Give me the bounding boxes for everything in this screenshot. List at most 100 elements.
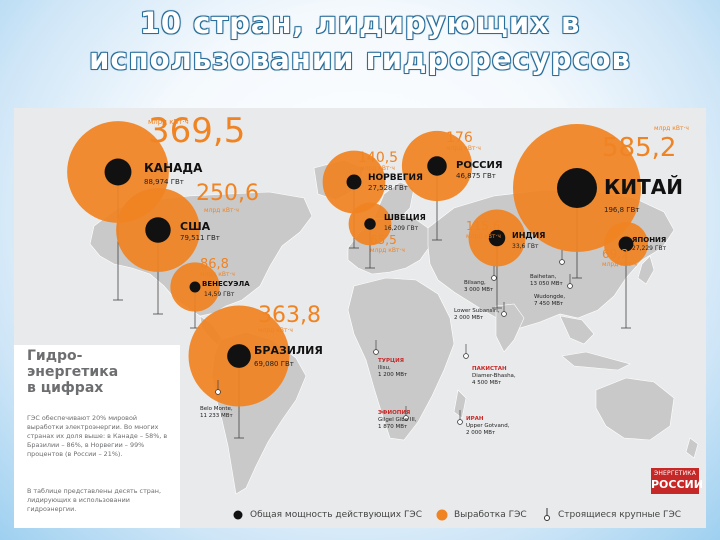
legend-production-label: Выработка ГЭС [454, 510, 527, 520]
project-name-2: Wudongde, [534, 294, 565, 300]
country-name-4: БРАЗИЛИЯ [254, 344, 323, 357]
production-value-1: 369,5 [148, 111, 245, 151]
world-map-infographic: Baihetan,13 050 МВт Wudongde,7 450 МВт Bil… [67, 111, 699, 495]
map-indonesia [561, 351, 631, 371]
country-circles [67, 121, 649, 407]
production-unit-7: млрд кВт·ч [446, 145, 481, 152]
info-heading: Гидро- энергетика в цифрах [27, 348, 119, 396]
production-value-7: 176 [446, 130, 473, 146]
info-paragraph-1: ГЭС обеспечивают 20% мировой выработки э… [27, 414, 168, 458]
project-region-7: ИРАН [466, 416, 484, 422]
legend-production-dot-icon [436, 509, 448, 521]
capacity-dot-1 [104, 158, 132, 186]
capacity-dot-4 [227, 344, 251, 368]
capacity-dot-7 [427, 156, 447, 176]
production-value-4: 363,8 [258, 303, 321, 328]
production-value-3: 86,8 [200, 257, 229, 272]
project-markers: Baihetan,13 050 МВт Wudongde,7 450 МВт Bil… [200, 250, 573, 436]
project-name-5: Ilisu, [378, 365, 391, 371]
country-name-5: НОРВЕГИЯ [368, 173, 423, 183]
capacity-dot-3 [189, 281, 201, 293]
production-unit-5: млрд кВт·ч [360, 165, 395, 172]
capacity-dot-5 [346, 174, 362, 190]
project-capacity-5: 1 200 МВт [378, 372, 408, 378]
map-southeast-asia [559, 315, 595, 345]
project-marker-5 [373, 349, 379, 355]
legend-project-marker-icon [544, 508, 550, 521]
project-marker-1 [559, 259, 565, 265]
project-capacity-6: 4 500 МВт [472, 380, 502, 386]
project-marker-7 [457, 419, 463, 425]
project-name-1: Baihetan, [530, 274, 557, 280]
capacity-value-2: 79,511 ГВт [180, 234, 220, 242]
production-unit-6: млрд кВт·ч [370, 247, 405, 254]
capacity-dot-2 [145, 217, 171, 243]
project-capacity-4: 2 000 МВт [454, 315, 484, 321]
capacity-dot-8 [488, 229, 506, 247]
production-unit-2: млрд кВт·ч [204, 207, 239, 214]
project-capacity-9: 11 233 МВт [200, 413, 234, 419]
info-box [14, 345, 180, 528]
project-name-3: Bilsang, [464, 280, 486, 286]
project-region-5: ТУРЦИЯ [378, 358, 404, 364]
capacity-value-9: 196,8 ГВт [604, 206, 639, 214]
map-madagascar [453, 389, 467, 419]
capacity-value-4: 69,080 ГВт [254, 360, 294, 368]
production-value-5: 140,5 [358, 150, 398, 166]
production-value-10: 69,2 [602, 247, 629, 261]
project-name-6: Diamer-Bhasha, [472, 373, 516, 379]
production-unit-8: млрд кВт·ч [466, 233, 501, 240]
country-name-8: ИНДИЯ [512, 231, 545, 240]
capacity-dot-6 [364, 218, 376, 230]
production-unit-9: млрд кВт·ч [654, 125, 689, 132]
project-marker-9 [215, 389, 221, 395]
map-japan [637, 255, 655, 285]
capacity-value-1: 88,974 ГВт [144, 178, 184, 186]
project-marker-4 [501, 311, 507, 317]
country-name-3: ВЕНЕСУЭЛА [202, 280, 250, 288]
capacity-value-6: 16,209 ГВт [384, 225, 419, 232]
production-value-9: 585,2 [602, 133, 676, 163]
country-name-10: ЯПОНИЯ [632, 236, 666, 244]
capacity-dot-10 [618, 236, 634, 252]
logo-line-1: ЭНЕРГЕТИКА [653, 470, 697, 477]
project-capacity-7: 2 000 МВт [466, 430, 496, 436]
project-capacity-8: 1 870 МВт [378, 424, 408, 430]
energetika-rossii-logo: ЭНЕРГЕТИКА РОССИИ [651, 468, 703, 494]
infographic-panel: Baihetan, 13 050 МВт Wudongde, 7 450 МВт Bil… [14, 108, 706, 528]
project-capacity-3: 3 000 МВт [464, 287, 494, 293]
project-name-8: Gilgel Gibe III, [378, 417, 417, 423]
project-name-9: Belo Monte, [200, 406, 233, 412]
project-marker-8 [403, 415, 409, 421]
logo-line-2: РОССИИ [651, 478, 703, 491]
project-marker-6 [463, 353, 469, 359]
country-name-9: КИТАЙ [604, 175, 683, 199]
country-name-6: ШВЕЦИЯ [384, 213, 426, 222]
production-value-8: 115,6 [466, 219, 500, 233]
project-marker-3 [491, 275, 497, 281]
capacity-value-3: 14,59 ГВт [204, 291, 235, 298]
slide-title-line-1: 10 стран, лидирующих в [139, 6, 581, 40]
country-name-2: США [180, 220, 211, 233]
capacity-value-8: 33,6 ГВт [512, 243, 539, 250]
slide-title-line-2: использовании гидроресурсов [89, 42, 631, 76]
capacity-value-5: 27,528 ГВт [368, 184, 408, 192]
map-new-zealand [685, 437, 699, 459]
project-name-4: Lower Subansiri, [454, 308, 500, 314]
map-africa [347, 277, 455, 441]
legend-capacity-dot-icon [233, 510, 243, 520]
legend-projects-label: Строящиеся крупные ГЭС [558, 510, 682, 520]
project-region-6: ПАКИСТАН [472, 366, 507, 372]
production-unit-4: млрд кВт·ч [258, 327, 293, 334]
country-name-7: РОССИЯ [456, 160, 503, 171]
project-region-8: ЭФИОПИЯ [378, 410, 410, 416]
project-name-7: Upper Gotvand, [466, 423, 510, 429]
map-australia [595, 377, 675, 441]
project-marker-2 [567, 283, 573, 289]
production-unit-10: млрд кВт·ч [602, 261, 637, 268]
production-value-2: 250,6 [196, 181, 259, 206]
country-name-1: КАНАДА [144, 161, 203, 175]
capacity-dot-9 [557, 168, 597, 208]
